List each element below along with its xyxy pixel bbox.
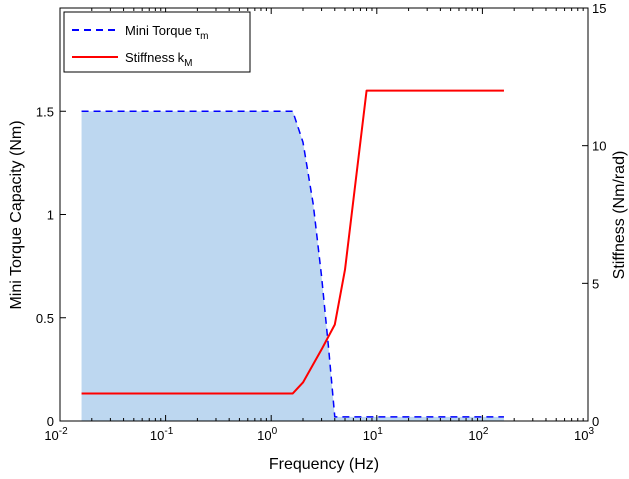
right-tick-label: 15 bbox=[592, 1, 606, 16]
legend-label-mini-torque: Mini Torque τm bbox=[125, 23, 208, 42]
left-tick-label: 0 bbox=[47, 414, 54, 429]
left-tick-label: 0.5 bbox=[36, 311, 54, 326]
left-tick-label: 1.5 bbox=[36, 104, 54, 119]
x-axis-ticks: 10-2 10-1 100 101 102 103 bbox=[44, 8, 594, 443]
x-tick-label: 10-1 bbox=[150, 426, 174, 443]
right-tick-label: 5 bbox=[592, 276, 599, 291]
x-axis-label: Frequency (Hz) bbox=[269, 456, 379, 473]
right-axis-ticks: 0 5 10 15 bbox=[582, 1, 606, 429]
left-tick-label: 1 bbox=[47, 208, 54, 223]
legend-box bbox=[63, 11, 251, 73]
right-axis-label: Stiffness (Nm/rad) bbox=[611, 151, 628, 280]
legend-label-stiffness: Stiffness kM bbox=[125, 50, 192, 69]
x-tick-label: 100 bbox=[257, 426, 277, 443]
right-tick-label: 0 bbox=[592, 414, 599, 429]
right-tick-label: 10 bbox=[592, 139, 606, 154]
legend: Mini Torque τm Stiffness kM bbox=[63, 11, 251, 73]
plot-layer bbox=[81, 89, 504, 421]
left-axis-ticks: 0 0.5 1 1.5 bbox=[36, 104, 66, 429]
series-line-stiffness bbox=[81, 89, 504, 395]
series-area-mini-torque bbox=[81, 111, 504, 421]
x-tick-label: 102 bbox=[468, 426, 488, 443]
x-tick-label: 101 bbox=[363, 426, 383, 443]
x-tick-label: 103 bbox=[574, 426, 594, 443]
x-tick-label: 10-2 bbox=[44, 426, 68, 443]
left-axis-label: Mini Torque Capacity (Nm) bbox=[8, 120, 25, 309]
